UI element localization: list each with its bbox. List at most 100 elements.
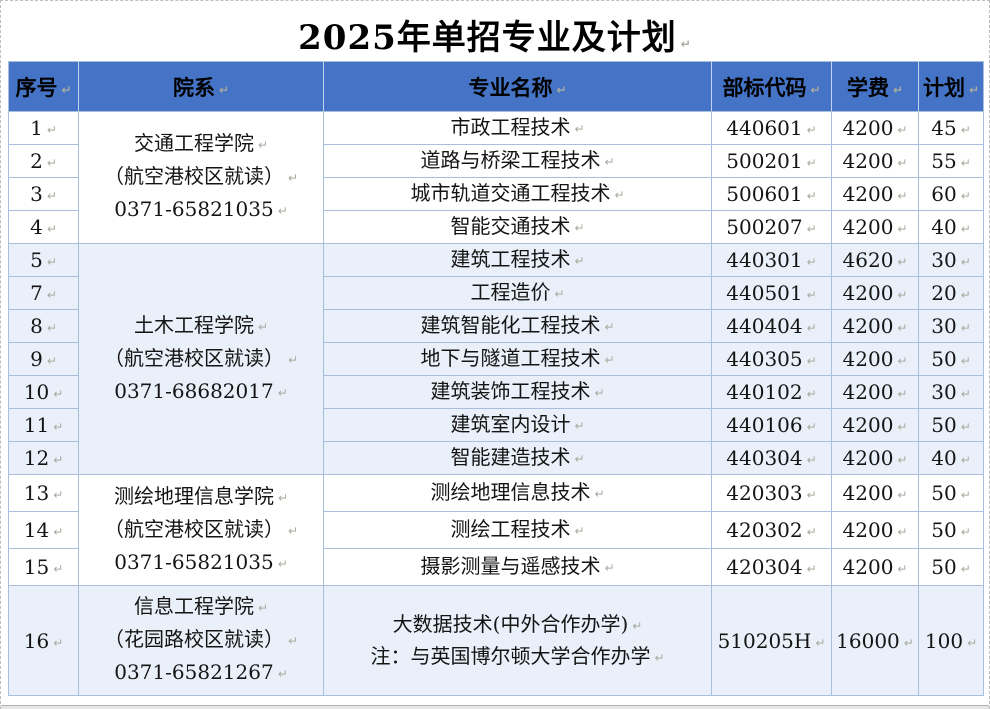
cell-major: 地下与隧道工程技术 [323, 342, 712, 376]
cell-tuition: 16000 [831, 585, 919, 696]
plan-table: 序号 院系 专业名称 部标代码 学费 计划 1交通工程学院（航空港校区就读）03… [8, 61, 984, 696]
major-line: 城市轨道交通工程技术 [325, 179, 711, 210]
cell-major: 建筑装饰工程技术 [323, 375, 712, 409]
major-line: 市政工程技术 [325, 113, 711, 144]
cell-plan: 100 [918, 585, 984, 696]
cell-department: 交通工程学院（航空港校区就读）0371-65821035 [78, 111, 324, 244]
cell-no: 10 [8, 375, 79, 409]
major-line: 工程造价 [325, 278, 711, 309]
cell-major: 建筑室内设计 [323, 408, 712, 442]
cell-no: 1 [8, 111, 79, 145]
cell-code: 440102 [711, 375, 832, 409]
table-row: 8 建筑智能化工程技术440404420030 [8, 309, 984, 343]
cell-no: 9 [8, 342, 79, 376]
cell-plan: 60 [918, 177, 984, 211]
cell-major: 工程造价 [323, 276, 712, 310]
column-header-department: 院系 [78, 61, 324, 112]
page-title: 2025年单招专业及计划 [1, 1, 989, 61]
table-row: 9 地下与隧道工程技术440305420050 [8, 342, 984, 376]
cell-major: 城市轨道交通工程技术 [323, 177, 712, 211]
cell-code: 440106 [711, 408, 832, 442]
cell-major: 道路与桥梁工程技术 [323, 144, 712, 178]
table-row: 1交通工程学院（航空港校区就读）0371-65821035市政工程技术44060… [8, 111, 984, 244]
cell-tuition: 4200 [831, 144, 919, 178]
table-row: 2 道路与桥梁工程技术500201420055 [8, 144, 984, 178]
column-header-major: 专业名称 [323, 61, 712, 112]
table-row: 15 摄影测量与遥感技术420304420050 [8, 548, 984, 586]
major-line: 建筑室内设计 [325, 410, 711, 441]
cell-tuition: 4200 [831, 309, 919, 343]
department-line: 0371-65821267 [80, 657, 323, 690]
page-title-text: 2025年单招专业及计划 [298, 18, 692, 58]
table-row: 4 智能交通技术500207420040 [8, 210, 984, 244]
cell-department: 测绘地理信息学院（航空港校区就读）0371-65821035 [78, 474, 324, 586]
table-row: 5土木工程学院（航空港校区就读）0371-68682017建筑工程技术 44030… [8, 243, 984, 475]
header-row: 序号 院系 专业名称 部标代码 学费 计划 [8, 61, 984, 112]
major-line: 智能建造技术 [325, 443, 711, 474]
major-line: 摄影测量与遥感技术 [325, 551, 711, 583]
cell-tuition: 4200 [831, 276, 919, 310]
cell-no: 8 [8, 309, 79, 343]
cell-tuition: 4620 [831, 243, 919, 277]
cell-major: 测绘工程技术 [323, 511, 712, 549]
cell-plan: 50 [918, 511, 984, 549]
department-line: 测绘地理信息学院 [80, 481, 323, 514]
major-line: 建筑工程技术 [325, 245, 711, 276]
cell-plan: 40 [918, 441, 984, 475]
cell-department: 土木工程学院（航空港校区就读）0371-68682017 [78, 243, 324, 475]
cell-plan: 50 [918, 474, 984, 512]
table-row: 12 智能建造技术440304420040 [8, 441, 984, 475]
cell-tuition: 4200 [831, 441, 919, 475]
cell-code: 500601 [711, 177, 832, 211]
major-line: 智能交通技术 [325, 212, 711, 243]
cell-code: 440601 [711, 111, 832, 145]
major-line: 注：与英国博尔顿大学合作办学 [325, 641, 711, 673]
cell-code: 440501 [711, 276, 832, 310]
table-row: 7 工程造价440501420020 [8, 276, 984, 310]
department-line: 0371-68682017 [80, 376, 323, 409]
cell-plan: 30 [918, 309, 984, 343]
major-line: 测绘工程技术 [325, 514, 711, 546]
cell-code: 440305 [711, 342, 832, 376]
cell-major: 摄影测量与遥感技术 [323, 548, 712, 586]
table-header: 序号 院系 专业名称 部标代码 学费 计划 [8, 61, 984, 112]
cell-department: 信息工程学院（花园路校区就读）0371-65821267 [78, 585, 324, 696]
cell-code: 420303 [711, 474, 832, 512]
cell-no: 12 [8, 441, 79, 475]
cell-plan: 30 [918, 243, 984, 277]
cell-plan: 50 [918, 408, 984, 442]
department-line: 交通工程学院 [80, 128, 323, 161]
cell-major: 大数据技术(中外合作办学)注：与英国博尔顿大学合作办学 [323, 585, 712, 696]
cell-tuition: 4200 [831, 210, 919, 244]
table-row: 10 建筑装饰工程技术440102420030 [8, 375, 984, 409]
cell-code: 440304 [711, 441, 832, 475]
cell-plan: 55 [918, 144, 984, 178]
major-line: 建筑装饰工程技术 [325, 377, 711, 408]
department-line: （航空港校区就读） [80, 161, 323, 194]
cell-major: 建筑智能化工程技术 [323, 309, 712, 343]
cell-no: 11 [8, 408, 79, 442]
cell-code: 440404 [711, 309, 832, 343]
department-line: （航空港校区就读） [80, 343, 323, 376]
cell-plan: 30 [918, 375, 984, 409]
department-line: 信息工程学院 [80, 591, 323, 624]
cell-no: 5 [8, 243, 79, 277]
cell-plan: 20 [918, 276, 984, 310]
department-line: 0371-65821035 [80, 547, 323, 580]
table-row: 13测绘地理信息学院（航空港校区就读）0371-65821035测绘地理信息技术… [8, 474, 984, 586]
cell-plan: 40 [918, 210, 984, 244]
cell-major: 市政工程技术 [323, 111, 712, 145]
table-row: 14 测绘工程技术420302420050 [8, 511, 984, 549]
cell-code: 500207 [711, 210, 832, 244]
cell-tuition: 4200 [831, 511, 919, 549]
major-line: 大数据技术(中外合作办学) [325, 609, 711, 641]
department-line: 0371-65821035 [80, 194, 323, 227]
cell-code: 510205H [711, 585, 832, 696]
cell-no: 7 [8, 276, 79, 310]
column-header-no: 序号 [8, 61, 79, 112]
table-body: 1交通工程学院（航空港校区就读）0371-65821035市政工程技术44060… [8, 111, 984, 696]
column-header-code: 部标代码 [711, 61, 832, 112]
cell-plan: 50 [918, 342, 984, 376]
cell-no: 16 [8, 585, 79, 696]
